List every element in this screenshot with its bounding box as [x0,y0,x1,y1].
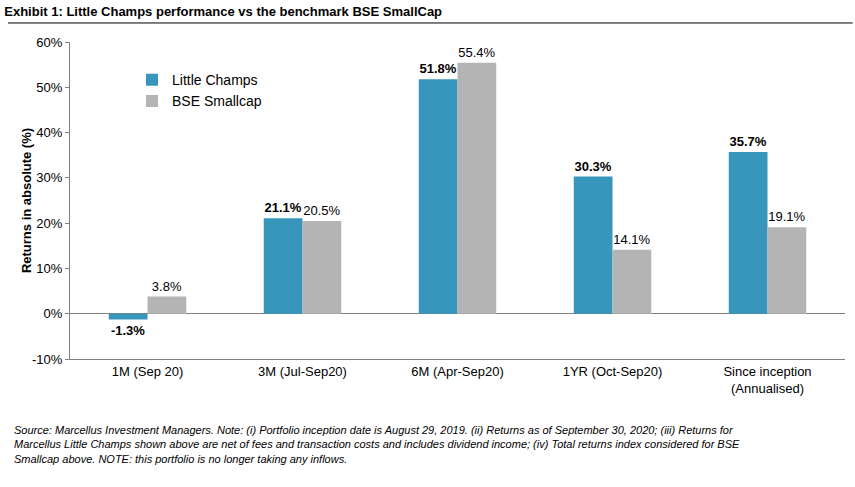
svg-text:14.1%: 14.1% [613,232,650,247]
svg-text:3.8%: 3.8% [152,279,182,294]
svg-text:50%: 50% [36,80,62,95]
svg-text:-10%: -10% [32,352,63,367]
svg-text:Exhibit 1: Little Champs perfo: Exhibit 1: Little Champs performance vs … [4,4,442,19]
svg-text:20%: 20% [36,216,62,231]
svg-text:Since inception(Annualised): Since inception(Annualised) [723,364,811,396]
svg-text:1YR (Oct-Sep20): 1YR (Oct-Sep20) [563,364,663,379]
svg-text:21.1%: 21.1% [264,200,301,215]
svg-text:-1.3%: -1.3% [111,323,145,338]
svg-text:51.8%: 51.8% [419,61,456,76]
svg-text:30.3%: 30.3% [574,159,611,174]
svg-text:BSE Smallcap: BSE Smallcap [172,93,262,109]
svg-text:10%: 10% [36,261,62,276]
svg-text:0%: 0% [44,306,63,321]
svg-text:19.1%: 19.1% [768,209,805,224]
svg-text:30%: 30% [36,170,62,185]
svg-text:Source: Marcellus Investment M: Source: Marcellus Investment Managers. N… [14,424,740,465]
svg-text:6M (Apr-Sep20): 6M (Apr-Sep20) [411,364,503,379]
svg-text:Returns in absolute (%): Returns in absolute (%) [19,128,34,273]
svg-text:60%: 60% [36,35,62,50]
svg-text:20.5%: 20.5% [303,203,340,218]
svg-text:Little Champs: Little Champs [172,72,258,88]
svg-text:35.7%: 35.7% [729,134,766,149]
svg-text:3M (Jul-Sep20): 3M (Jul-Sep20) [258,364,347,379]
svg-text:55.4%: 55.4% [458,45,495,60]
svg-text:1M (Sep 20): 1M (Sep 20) [112,364,184,379]
svg-text:40%: 40% [36,125,62,140]
